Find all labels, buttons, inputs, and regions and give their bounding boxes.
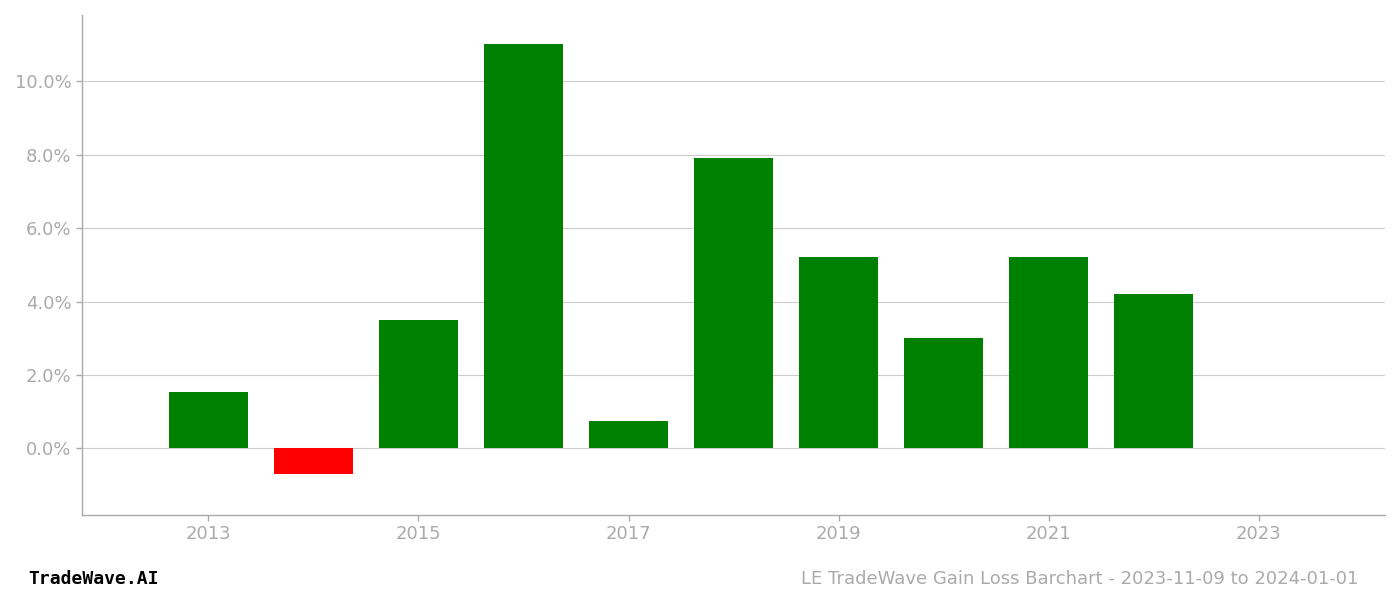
- Text: LE TradeWave Gain Loss Barchart - 2023-11-09 to 2024-01-01: LE TradeWave Gain Loss Barchart - 2023-1…: [801, 570, 1358, 588]
- Bar: [484, 44, 563, 448]
- Bar: [1009, 257, 1088, 448]
- Bar: [274, 448, 353, 474]
- Bar: [589, 421, 668, 448]
- Text: TradeWave.AI: TradeWave.AI: [28, 570, 158, 588]
- Bar: [379, 320, 458, 448]
- Bar: [904, 338, 983, 448]
- Bar: [1114, 294, 1193, 448]
- Bar: [169, 392, 248, 448]
- Bar: [799, 257, 878, 448]
- Bar: [694, 158, 773, 448]
